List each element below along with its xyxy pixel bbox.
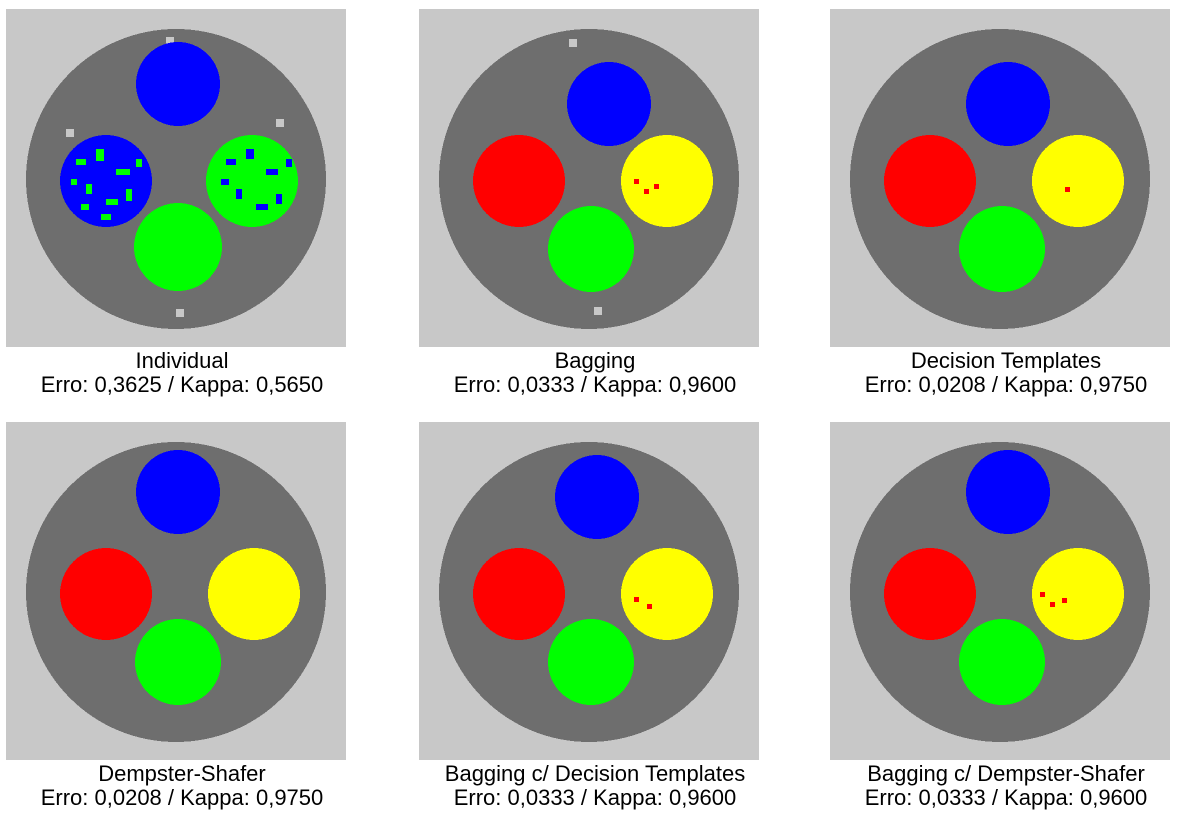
noise-speckles <box>36 467 314 715</box>
classification-map <box>830 422 1170 760</box>
red-speckles <box>1040 592 1067 607</box>
circle-right <box>621 135 713 227</box>
panel-caption: Bagging c/ Dempster-Shafer Erro: 0,0333 … <box>830 762 1182 810</box>
map-image <box>439 29 739 329</box>
panel-metrics: Erro: 0,0333 / Kappa: 0,9600 <box>864 785 1148 810</box>
circle-left <box>473 135 565 227</box>
circle-top <box>555 455 639 539</box>
panel-title: Individual <box>135 348 229 373</box>
circle-left <box>884 135 976 227</box>
map-image <box>439 442 739 742</box>
panel-caption: Bagging Erro: 0,0333 / Kappa: 0,9600 <box>419 349 771 397</box>
circle-right <box>621 548 713 640</box>
panel-caption: Bagging c/ Decision Templates Erro: 0,03… <box>419 762 771 810</box>
panel-metrics: Erro: 0,0208 / Kappa: 0,9750 <box>864 372 1148 397</box>
map-image <box>26 29 326 329</box>
classification-map <box>419 9 759 347</box>
panel-title: Bagging c/ Decision Templates <box>444 761 746 786</box>
noise-speckles <box>449 39 722 315</box>
circle-left <box>60 548 152 640</box>
map-image <box>850 29 1150 329</box>
circle-top <box>136 450 220 534</box>
circle-bottom <box>548 619 634 705</box>
panel-caption: Decision Templates Erro: 0,0208 / Kappa:… <box>830 349 1182 397</box>
panel-title: Bagging <box>554 348 636 373</box>
red-speckles <box>634 597 652 609</box>
panel-metrics: Erro: 0,0208 / Kappa: 0,9750 <box>40 785 324 810</box>
panel-caption: Dempster-Shafer Erro: 0,0208 / Kappa: 0,… <box>6 762 358 810</box>
circle-left <box>884 548 976 640</box>
circle-top <box>567 62 651 146</box>
circle-bottom <box>959 619 1045 705</box>
circle-right <box>206 135 298 227</box>
noise-speckles <box>26 37 314 317</box>
circle-left <box>473 548 565 640</box>
circle-right <box>1032 548 1124 640</box>
circle-top <box>966 450 1050 534</box>
panel-title: Dempster-Shafer <box>98 761 266 786</box>
circle-bottom <box>134 203 222 291</box>
circle-top <box>966 62 1050 146</box>
panel-metrics: Erro: 0,0333 / Kappa: 0,9600 <box>453 372 737 397</box>
classification-map <box>6 422 346 760</box>
classification-map <box>6 9 346 347</box>
circle-bottom <box>135 619 221 705</box>
panel-metrics: Erro: 0,0333 / Kappa: 0,9600 <box>453 785 737 810</box>
panel-title: Bagging c/ Dempster-Shafer <box>867 761 1145 786</box>
panel-metrics: Erro: 0,3625 / Kappa: 0,5650 <box>40 372 324 397</box>
panel-title: Decision Templates <box>910 348 1102 373</box>
circle-right <box>1032 135 1124 227</box>
green-speckles-left <box>71 149 142 220</box>
noise-speckles <box>865 54 1138 297</box>
circle-bottom <box>548 206 634 292</box>
classification-map <box>830 9 1170 347</box>
blue-speckles-right <box>221 149 292 210</box>
circle-right <box>208 548 300 640</box>
red-speckles <box>634 179 659 194</box>
panel-caption: Individual Erro: 0,3625 / Kappa: 0,5650 <box>6 349 358 397</box>
noise-speckles <box>860 477 1138 710</box>
noise-speckles <box>454 472 722 710</box>
circle-top <box>136 42 220 126</box>
map-image <box>26 442 326 742</box>
circle-bottom <box>959 206 1045 292</box>
map-image <box>850 442 1150 742</box>
classification-map <box>419 422 759 760</box>
